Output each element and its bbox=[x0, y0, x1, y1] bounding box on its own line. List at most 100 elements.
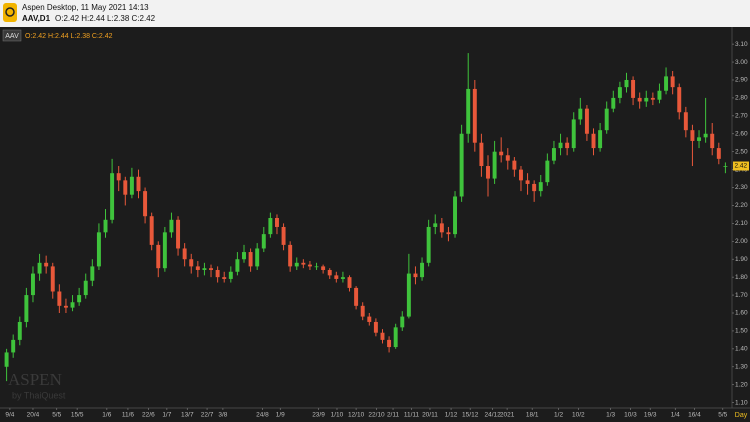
y-tick-label: 2.10 bbox=[735, 220, 748, 227]
x-tick-label: 18/1 bbox=[526, 412, 539, 419]
y-tick-label: 1.80 bbox=[735, 274, 748, 281]
candle-body bbox=[433, 223, 438, 227]
candle-body bbox=[30, 273, 35, 296]
candle-body bbox=[228, 271, 233, 279]
candle-body bbox=[545, 160, 550, 183]
candle-body bbox=[650, 97, 655, 100]
candle-body bbox=[215, 269, 220, 278]
x-tick-label: 19/3 bbox=[644, 412, 657, 419]
ohlc-header: O:2.42 H:2.44 L:2.38 C:2.42 bbox=[55, 14, 156, 23]
candle-body bbox=[334, 275, 339, 279]
period-label[interactable]: Day bbox=[735, 412, 748, 419]
candle-body bbox=[373, 321, 378, 333]
candle-body bbox=[202, 268, 207, 270]
candle-body bbox=[44, 262, 49, 267]
y-tick-label: 1.90 bbox=[735, 256, 748, 263]
x-tick-label: 1/9 bbox=[276, 412, 285, 419]
plot-background bbox=[0, 27, 750, 422]
candle-body bbox=[472, 88, 477, 143]
candle-body bbox=[17, 321, 22, 340]
candle-body bbox=[242, 252, 246, 260]
candle-body bbox=[222, 277, 227, 279]
candle-body bbox=[565, 142, 570, 149]
candle-body bbox=[96, 232, 101, 267]
candle-body bbox=[387, 339, 392, 348]
x-tick-label: 1/7 bbox=[162, 412, 171, 419]
y-tick-label: 1.60 bbox=[735, 310, 748, 317]
candle-body bbox=[261, 234, 266, 249]
x-tick-label: 12/10 bbox=[348, 412, 365, 419]
candle-body bbox=[57, 291, 62, 306]
app-icon-glyph bbox=[5, 7, 15, 17]
app-icon[interactable] bbox=[3, 3, 17, 22]
x-tick-label: 11/6 bbox=[122, 412, 135, 419]
x-tick-label: 1/3 bbox=[606, 412, 615, 419]
x-tick-label: 1/10 bbox=[331, 412, 344, 419]
candle-body bbox=[380, 332, 385, 340]
candle-body bbox=[321, 266, 326, 270]
x-tick-label: 1/2 bbox=[554, 412, 563, 419]
y-tick-label: 3.10 bbox=[735, 41, 748, 48]
x-tick-label: 2/11 bbox=[387, 412, 400, 419]
candle-body bbox=[307, 264, 312, 267]
last-price-label: 2.42 bbox=[735, 163, 748, 170]
candle-body bbox=[143, 191, 148, 217]
candle-body bbox=[486, 166, 490, 179]
window-title: Aspen Desktop, 11 May 2021 14:13 bbox=[22, 3, 149, 12]
candle-body bbox=[584, 108, 589, 134]
candle-body bbox=[538, 182, 543, 192]
candle-body bbox=[624, 79, 629, 88]
candle-body bbox=[176, 219, 181, 249]
x-tick-label: 20/4 bbox=[27, 412, 40, 419]
candle-body bbox=[591, 133, 596, 149]
candle-body bbox=[169, 219, 174, 233]
candle-body bbox=[11, 339, 16, 353]
candle-body bbox=[4, 352, 9, 367]
candle-body bbox=[367, 316, 372, 322]
candle-body bbox=[235, 259, 240, 272]
x-tick-label: 20/11 bbox=[422, 412, 438, 419]
candle-body bbox=[657, 90, 662, 100]
candle-body bbox=[63, 305, 68, 308]
candle-body bbox=[499, 151, 504, 156]
candle-body bbox=[413, 273, 418, 278]
candle-body bbox=[136, 176, 141, 192]
candle-body bbox=[24, 295, 29, 322]
candle-body bbox=[340, 277, 345, 279]
candle-body bbox=[617, 87, 622, 98]
x-tick-label: 10/3 bbox=[624, 412, 637, 419]
candle-body bbox=[492, 151, 497, 179]
candle-body bbox=[116, 173, 121, 181]
candle-body bbox=[723, 166, 728, 167]
candle-body bbox=[110, 173, 115, 220]
last-price-box bbox=[733, 161, 749, 171]
candle-body bbox=[400, 316, 405, 328]
y-tick-label: 1.10 bbox=[735, 399, 748, 406]
candle-body bbox=[426, 226, 431, 263]
candle-body bbox=[123, 180, 128, 195]
candle-body bbox=[690, 130, 695, 141]
candle-body bbox=[703, 133, 708, 138]
candle-body bbox=[479, 142, 484, 167]
candle-body bbox=[525, 180, 530, 184]
x-tick-label: 23/9 bbox=[312, 412, 325, 419]
candle-body bbox=[301, 262, 306, 265]
candle-body bbox=[274, 218, 279, 227]
candle-body bbox=[90, 266, 95, 281]
candle-body bbox=[189, 259, 194, 267]
y-tick-label: 1.30 bbox=[735, 363, 748, 370]
candle-body bbox=[83, 280, 88, 296]
x-tick-label: 22/7 bbox=[201, 412, 214, 419]
candle-body bbox=[77, 295, 82, 303]
candle-body bbox=[512, 160, 517, 170]
candle-body bbox=[406, 273, 411, 317]
candle-body bbox=[103, 219, 108, 233]
candle-body bbox=[439, 223, 444, 233]
candle-body bbox=[532, 183, 537, 192]
candle-body bbox=[697, 137, 702, 141]
candle-body bbox=[327, 269, 332, 276]
candle-body bbox=[288, 244, 293, 267]
candle-body bbox=[162, 232, 167, 269]
symbol-badge[interactable] bbox=[2, 29, 22, 42]
